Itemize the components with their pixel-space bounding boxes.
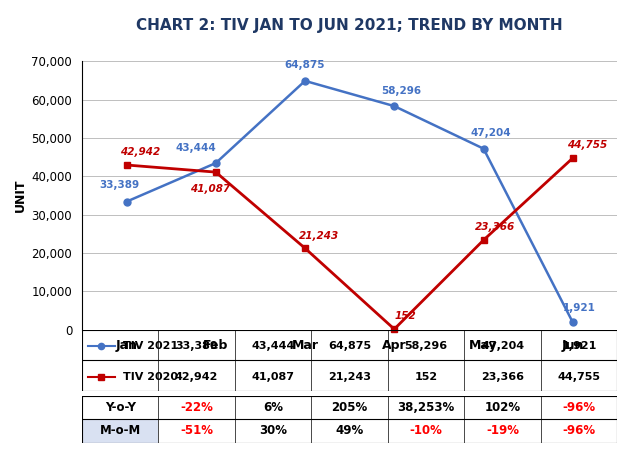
Text: 42,942: 42,942 (120, 147, 161, 157)
Text: 44,755: 44,755 (558, 372, 600, 382)
Text: 102%: 102% (484, 401, 521, 414)
Text: 152: 152 (415, 372, 438, 382)
Text: Y-o-Y: Y-o-Y (105, 401, 135, 414)
Text: TIV 2021: TIV 2021 (123, 341, 178, 351)
Text: TIV 2020: TIV 2020 (123, 372, 178, 382)
Text: 1,921: 1,921 (561, 341, 597, 351)
Text: 49%: 49% (336, 424, 364, 438)
Text: 44,755: 44,755 (566, 140, 607, 150)
Text: 30%: 30% (259, 424, 287, 438)
Text: 41,087: 41,087 (251, 372, 295, 382)
Text: 23,366: 23,366 (474, 222, 515, 232)
Text: 64,875: 64,875 (328, 341, 371, 351)
Text: 47,204: 47,204 (470, 128, 511, 138)
Text: 58,296: 58,296 (404, 341, 448, 351)
Text: -51%: -51% (180, 424, 213, 438)
Text: 58,296: 58,296 (381, 86, 421, 96)
Text: 42,942: 42,942 (175, 372, 219, 382)
Text: 33,389: 33,389 (175, 341, 218, 351)
Text: -10%: -10% (410, 424, 443, 438)
Y-axis label: UNIT: UNIT (14, 179, 27, 212)
Text: 47,204: 47,204 (481, 341, 524, 351)
Bar (82, 419, 158, 443)
Text: 33,389: 33,389 (100, 180, 140, 190)
Text: 64,875: 64,875 (285, 60, 325, 70)
Bar (82, 443, 158, 466)
Text: 43,444: 43,444 (176, 143, 217, 153)
Text: M-o-M: M-o-M (100, 424, 140, 438)
Text: 38,253%: 38,253% (398, 401, 455, 414)
Text: 1,921: 1,921 (563, 303, 596, 313)
Text: 6%: 6% (263, 401, 283, 414)
Text: 152: 152 (394, 311, 416, 321)
Text: 205%: 205% (331, 401, 368, 414)
Text: -96%: -96% (563, 424, 596, 438)
Text: 41,087: 41,087 (190, 184, 231, 194)
Text: 43,444: 43,444 (251, 341, 295, 351)
Text: CHART 2: TIV JAN TO JUN 2021; TREND BY MONTH: CHART 2: TIV JAN TO JUN 2021; TREND BY M… (136, 18, 563, 33)
Text: -22%: -22% (180, 401, 213, 414)
Text: -19%: -19% (486, 424, 519, 438)
Text: 23,366: 23,366 (481, 372, 524, 382)
Text: -96%: -96% (563, 401, 596, 414)
Text: 21,243: 21,243 (328, 372, 371, 382)
Text: 21,243: 21,243 (299, 230, 339, 241)
